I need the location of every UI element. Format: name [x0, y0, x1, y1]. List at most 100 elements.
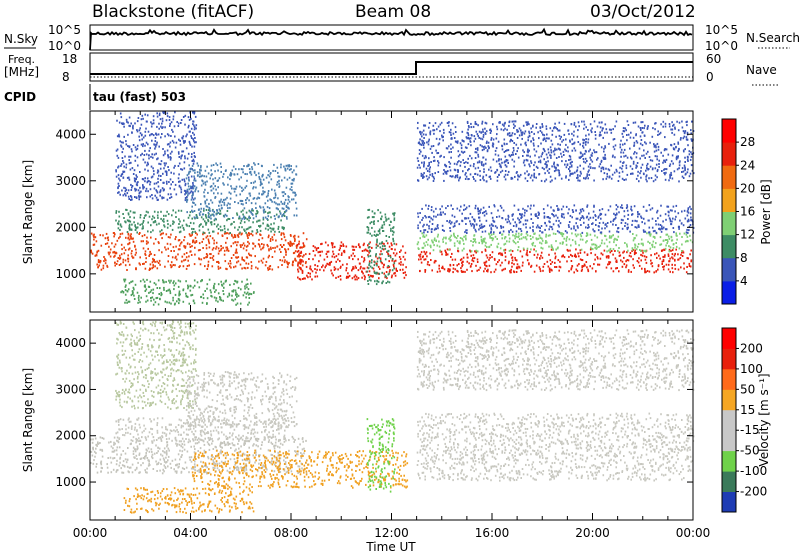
power-point	[288, 196, 290, 199]
power-point	[107, 251, 110, 254]
power-point	[554, 257, 557, 260]
power-point	[244, 229, 246, 232]
power-point	[146, 196, 148, 199]
power-point	[378, 277, 380, 280]
power-point	[211, 256, 214, 259]
power-point	[402, 255, 405, 258]
power-point	[140, 240, 143, 243]
power-point	[683, 135, 686, 138]
power-point	[458, 177, 461, 180]
power-point	[489, 235, 491, 238]
power-point	[490, 212, 493, 215]
power-point	[133, 294, 135, 297]
power-point	[469, 220, 471, 223]
power-point	[521, 213, 523, 216]
power-point	[184, 182, 187, 185]
power-point	[496, 179, 499, 182]
power-point	[468, 168, 470, 170]
power-point	[604, 223, 607, 226]
power-point	[244, 287, 246, 290]
power-point	[561, 242, 564, 245]
power-point	[637, 261, 640, 264]
power-point	[188, 302, 191, 305]
power-point	[532, 139, 535, 141]
power-point	[621, 177, 624, 180]
power-point	[220, 247, 223, 250]
power-point	[434, 172, 436, 175]
power-point	[506, 142, 508, 145]
power-point	[473, 239, 476, 242]
power-point	[538, 234, 541, 237]
power-point	[430, 206, 433, 209]
power-point	[669, 209, 672, 212]
power-point	[626, 204, 628, 207]
power-point	[295, 246, 298, 249]
power-point	[651, 135, 654, 138]
power-point	[186, 200, 188, 203]
power-point	[314, 275, 316, 278]
power-point	[210, 214, 212, 217]
power-point	[149, 250, 151, 253]
power-point	[670, 171, 672, 174]
power-point	[552, 247, 554, 250]
date-title: 03/Oct/2012	[590, 2, 696, 22]
power-point	[258, 243, 261, 246]
power-point	[435, 240, 437, 242]
power-point	[515, 153, 517, 155]
power-point	[214, 170, 216, 173]
power-point	[641, 254, 644, 257]
power-point	[573, 147, 576, 150]
power-point	[609, 251, 612, 254]
power-point	[552, 223, 555, 226]
power-point	[277, 225, 280, 228]
power-point	[529, 251, 531, 253]
power-point	[599, 257, 602, 260]
power-point	[177, 122, 180, 125]
power-point	[375, 253, 377, 256]
power-point	[632, 162, 635, 165]
power-point	[235, 256, 237, 259]
power-point	[486, 140, 488, 143]
power-point	[683, 232, 686, 235]
power-point	[380, 261, 383, 264]
power-point	[661, 225, 663, 228]
power-point	[541, 247, 544, 250]
power-point	[667, 263, 670, 266]
nave-tick-top: 60	[706, 52, 721, 66]
power-point	[626, 259, 629, 261]
power-point	[166, 210, 168, 213]
power-point	[383, 223, 386, 226]
power-point	[648, 177, 650, 180]
power-point	[526, 230, 528, 233]
power-point	[644, 258, 647, 261]
power-point	[133, 298, 136, 300]
power-point	[625, 129, 627, 132]
power-point	[417, 160, 420, 162]
power-point	[229, 206, 231, 209]
power-point	[148, 149, 151, 152]
power-point	[561, 140, 563, 143]
power-point	[368, 216, 370, 219]
power-point	[174, 238, 177, 241]
power-point	[612, 253, 614, 256]
power-point	[178, 290, 181, 293]
power-point	[497, 154, 500, 157]
power-point	[367, 254, 369, 257]
power-point	[161, 133, 163, 135]
power-point	[227, 183, 229, 186]
power-point	[256, 211, 259, 213]
power-point	[630, 131, 632, 134]
power-point	[145, 190, 147, 193]
power-point	[530, 238, 532, 240]
power-point	[126, 290, 129, 293]
power-point	[451, 252, 453, 255]
power-point	[177, 279, 180, 282]
power-point	[433, 177, 435, 180]
power-point	[381, 226, 384, 229]
power-point	[568, 226, 570, 228]
power-point	[530, 213, 532, 216]
power-point	[183, 236, 186, 239]
power-point	[235, 249, 237, 252]
power-point	[183, 180, 186, 183]
power-point	[403, 276, 406, 279]
